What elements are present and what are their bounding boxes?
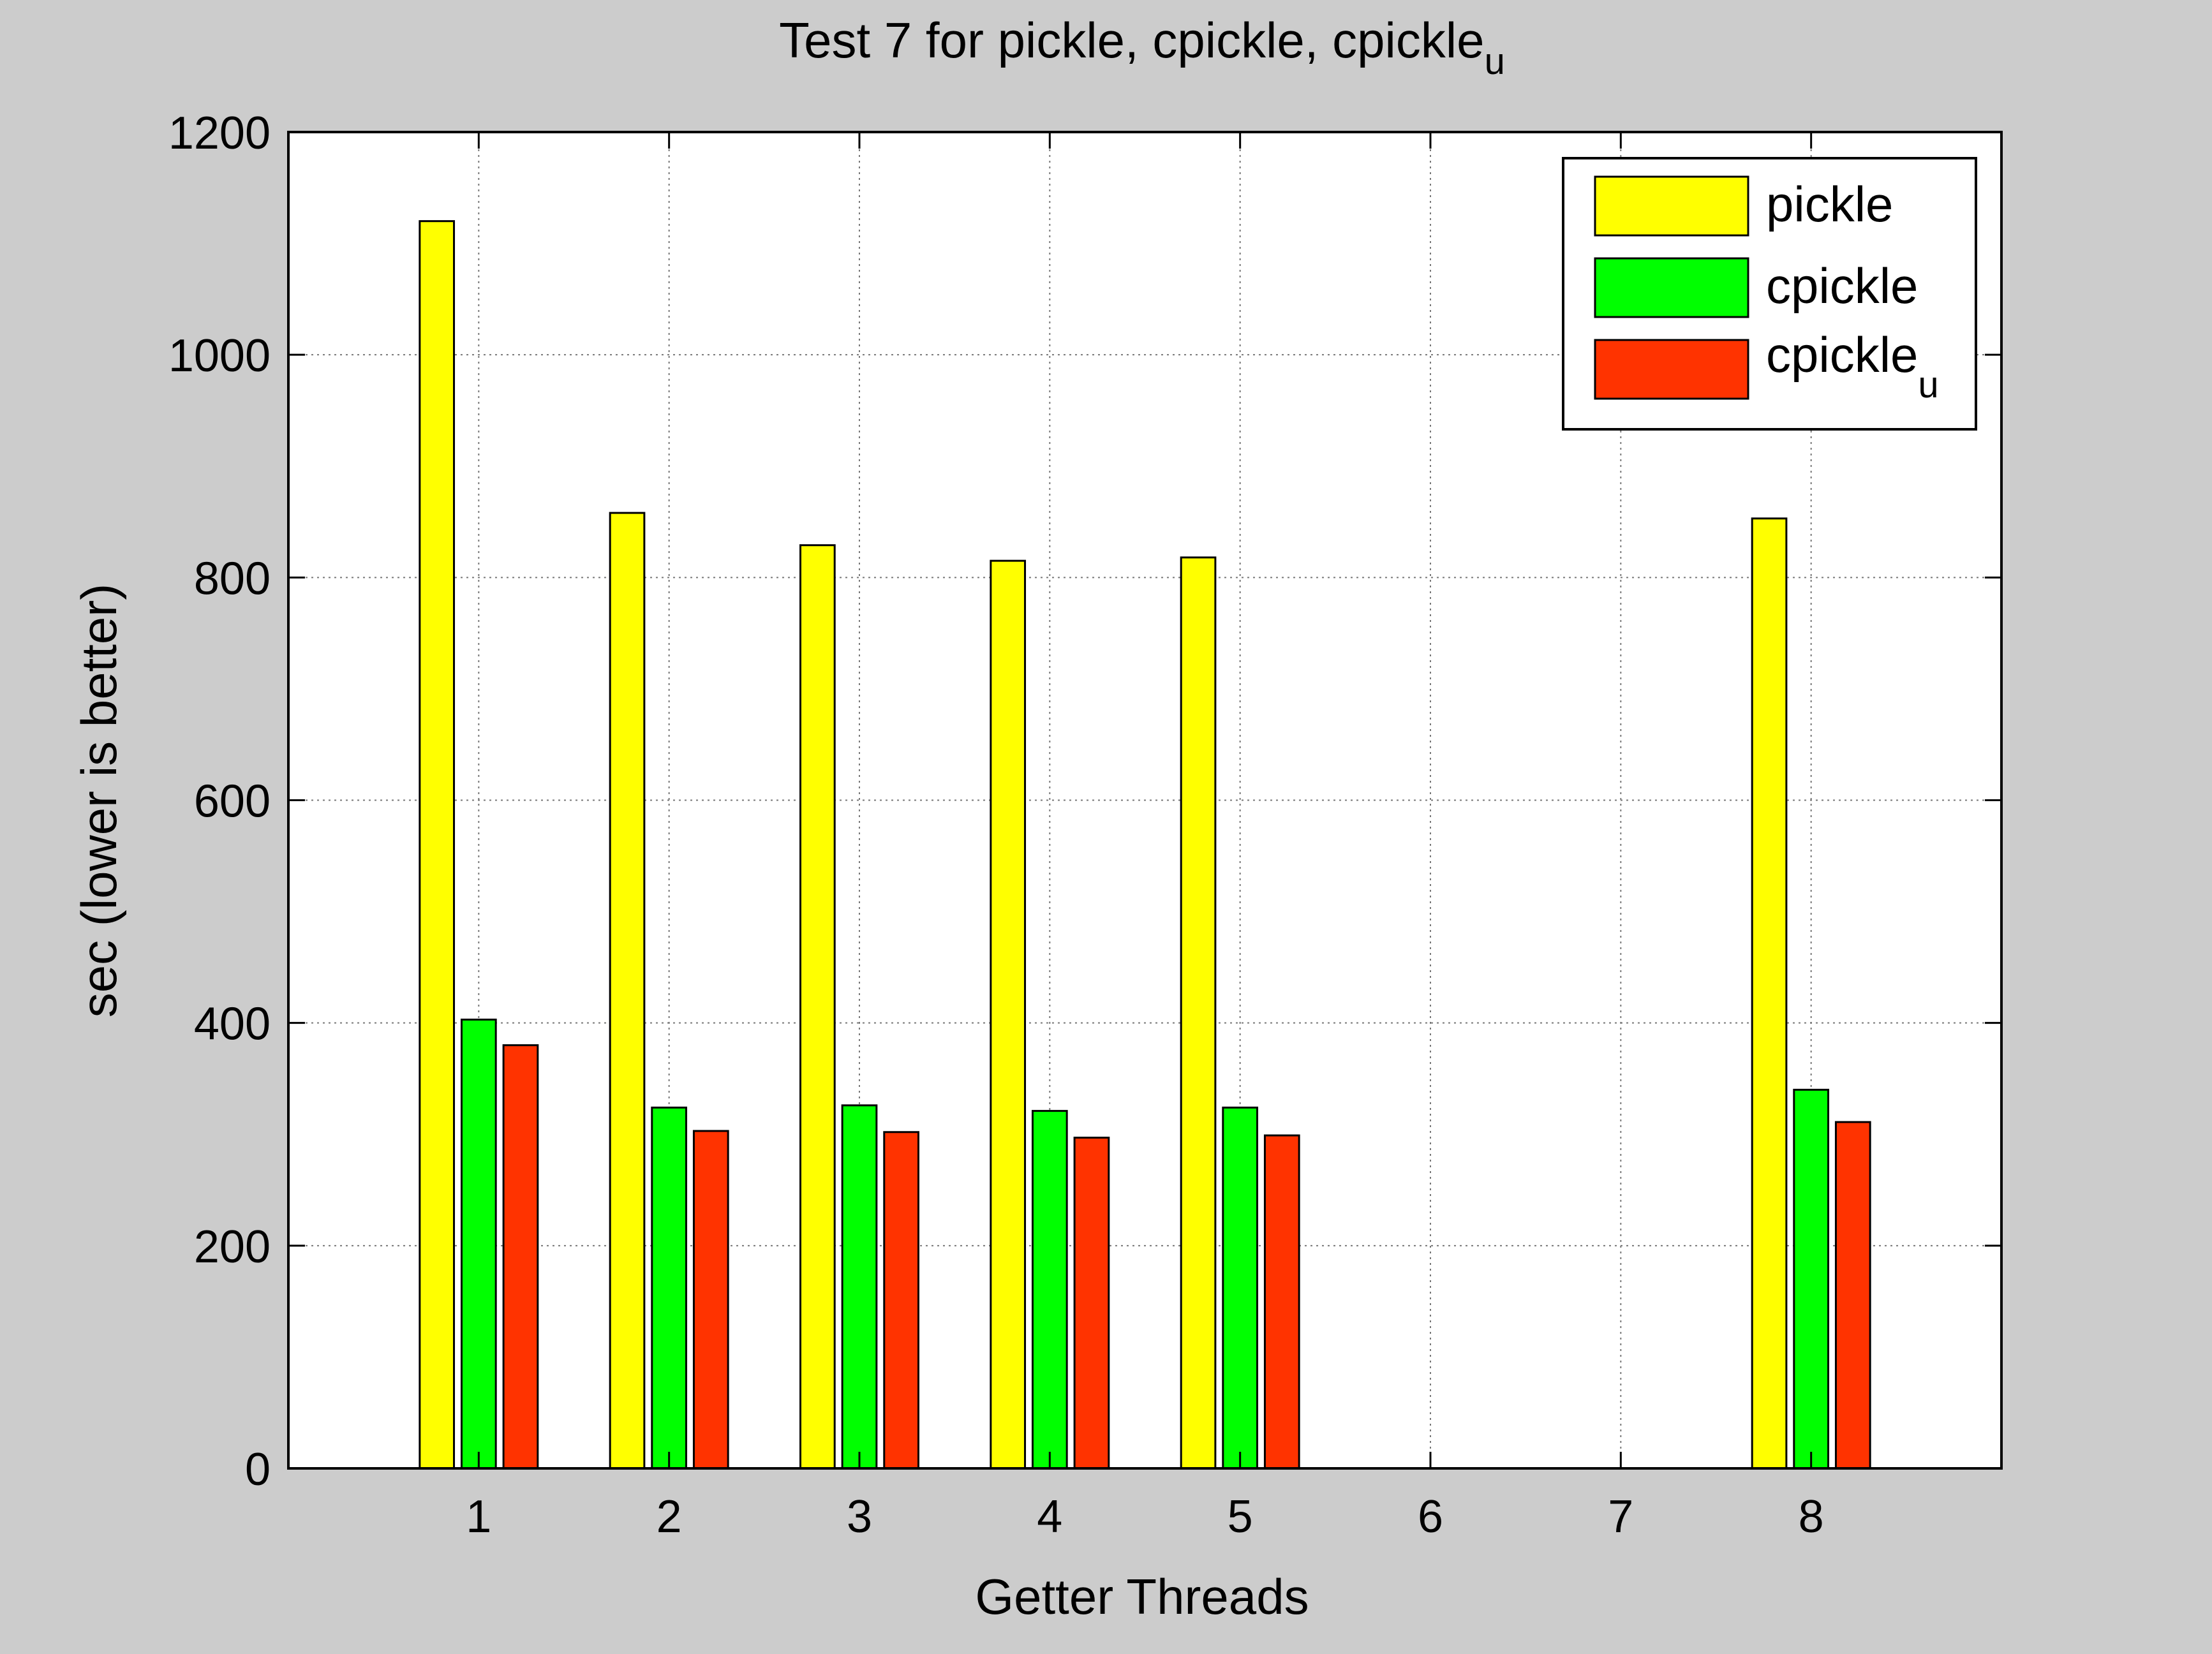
y-tick-label: 1200	[168, 108, 271, 159]
y-tick-label: 800	[194, 553, 271, 604]
x-tick-label: 6	[1418, 1491, 1443, 1542]
x-tick-label: 8	[1799, 1491, 1824, 1542]
x-tick-label: 3	[847, 1491, 872, 1542]
y-tick-label: 0	[245, 1444, 271, 1495]
chart-title: Test 7 for pickle, cpickle, cpickleu	[779, 12, 1505, 82]
y-tick-label: 600	[194, 776, 271, 827]
legend-swatch	[1594, 175, 1749, 237]
legend: pickle cpickle cpickleu	[1562, 157, 1977, 431]
bar	[609, 512, 646, 1470]
bar	[1073, 1136, 1110, 1470]
legend-swatch	[1594, 257, 1749, 318]
bar	[799, 544, 836, 1470]
x-tick-label: 2	[657, 1491, 682, 1542]
y-tick-label: 400	[194, 999, 271, 1050]
chart-title-text: Test 7 for pickle, cpickle, cpickle	[779, 12, 1484, 68]
x-tick-label: 1	[466, 1491, 491, 1542]
bar	[1751, 517, 1788, 1470]
x-tick-label: 7	[1608, 1491, 1633, 1542]
bar	[1793, 1088, 1830, 1470]
bar	[1222, 1106, 1259, 1470]
plot-frame	[287, 131, 2003, 1470]
bar	[502, 1044, 539, 1470]
legend-label: cpickleu	[1766, 327, 1939, 406]
bar	[1031, 1110, 1068, 1470]
y-axis-label: sec (lower is better)	[71, 584, 127, 1018]
bar	[651, 1106, 688, 1470]
bar	[692, 1130, 729, 1470]
y-tick-label: 1000	[168, 330, 271, 381]
legend-label: pickle	[1766, 176, 1893, 232]
legend-swatch	[1594, 339, 1749, 400]
bar	[1263, 1134, 1300, 1470]
x-tick-label: 4	[1037, 1491, 1062, 1542]
chart-title-subscript: u	[1485, 41, 1505, 82]
grid-layer	[288, 132, 2001, 1468]
bar	[841, 1104, 878, 1470]
legend-label: cpickle	[1766, 258, 1918, 314]
bar-layer	[419, 220, 1871, 1470]
bar	[1180, 556, 1217, 1470]
y-tick-label: 200	[194, 1222, 271, 1273]
x-tick-label: 5	[1228, 1491, 1253, 1542]
bar	[460, 1018, 497, 1470]
x-axis-label: Getter Threads	[975, 1569, 1309, 1625]
bar	[1834, 1121, 1871, 1470]
bar	[990, 559, 1027, 1470]
bar	[419, 220, 456, 1470]
tick-layer: 1 2 3 4 5 6 7 8 0 200 400 600 800 1000 1200	[168, 108, 2001, 1542]
bar	[883, 1131, 919, 1470]
